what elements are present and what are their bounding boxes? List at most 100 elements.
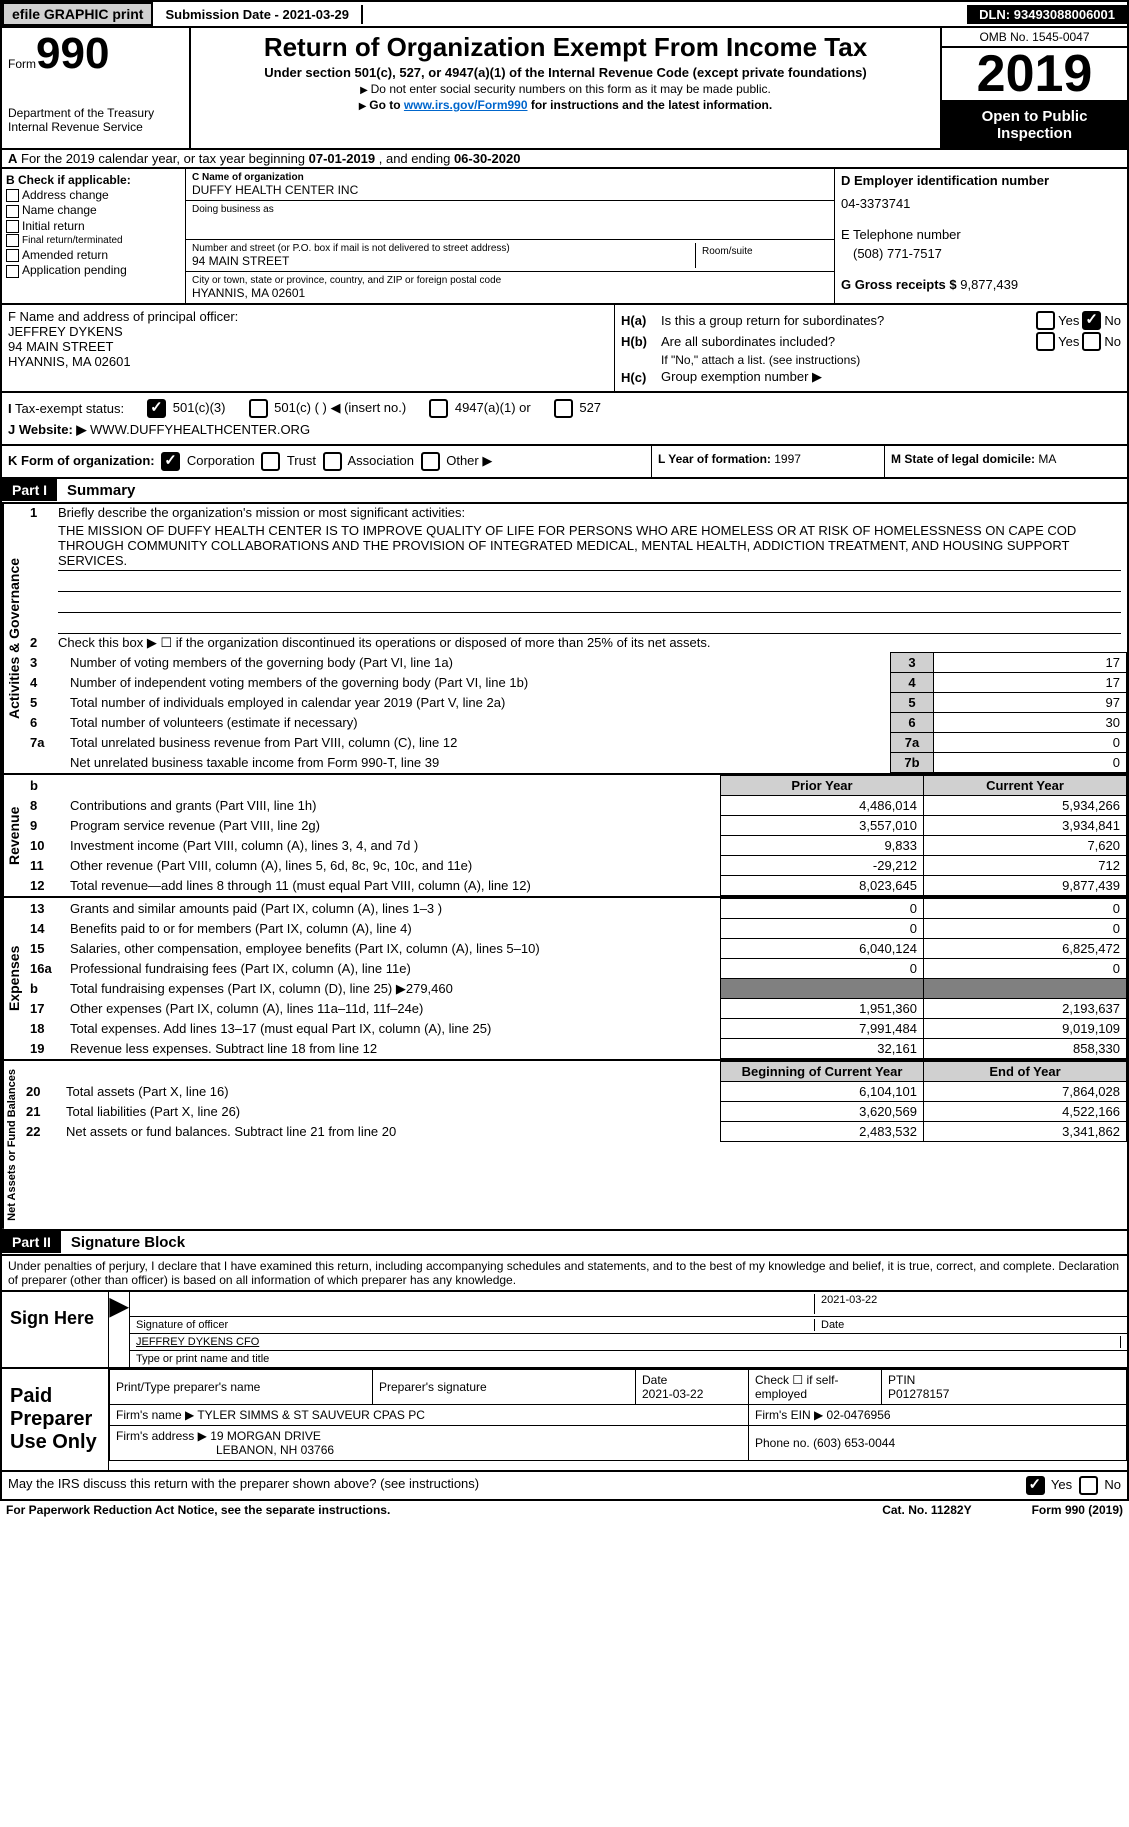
officer-name-title: JEFFREY DYKENS CFO	[136, 1336, 1121, 1348]
discuss-no[interactable]	[1079, 1476, 1098, 1495]
ha-no[interactable]	[1082, 311, 1101, 330]
k-row: K Form of organization: Corporation Trus…	[0, 446, 1129, 479]
ein-label: D Employer identification number	[841, 173, 1049, 188]
dept-treasury: Department of the Treasury	[8, 106, 183, 120]
perjury-text: Under penalties of perjury, I declare th…	[0, 1256, 1129, 1292]
city-state-zip: HYANNIS, MA 02601	[192, 286, 828, 300]
part2-header: Part IISignature Block	[0, 1231, 1129, 1256]
officer-label: F Name and address of principal officer:	[8, 309, 608, 324]
hb-note: If "No," attach a list. (see instruction…	[621, 353, 1121, 367]
chk-initial-return[interactable]: Initial return	[22, 219, 85, 233]
paperwork-notice: For Paperwork Reduction Act Notice, see …	[6, 1503, 390, 1517]
prep-name-label: Print/Type preparer's name	[110, 1369, 373, 1404]
chk-amended[interactable]: Amended return	[22, 248, 108, 262]
ha-label: H(a)	[621, 313, 661, 328]
firm-addr: 19 MORGAN DRIVE	[210, 1429, 321, 1443]
org-info-col: C Name of organizationDUFFY HEALTH CENTE…	[186, 169, 835, 303]
part2-title: Signature Block	[61, 1231, 195, 1254]
cat-no: Cat. No. 11282Y	[882, 1503, 971, 1517]
chk-501c3[interactable]	[147, 399, 166, 418]
efile-print-button[interactable]: efile GRAPHIC print	[2, 2, 153, 26]
tax-period-row: A For the 2019 calendar year, or tax yea…	[0, 150, 1129, 169]
addr-label: Number and street (or P.O. box if mail i…	[192, 243, 695, 254]
ein-col: D Employer identification number04-33737…	[835, 169, 1127, 303]
part2-label: Part II	[2, 1231, 61, 1253]
form-subtitle: Under section 501(c), 527, or 4947(a)(1)…	[199, 65, 932, 80]
sig-date: 2021-03-22	[815, 1294, 1121, 1314]
sig-officer-label: Signature of officer	[136, 1319, 815, 1331]
ha-yes[interactable]	[1036, 311, 1055, 330]
name-title-label: Type or print name and title	[136, 1353, 269, 1365]
phone-label: E Telephone number	[841, 227, 961, 242]
governance-table: 3Number of voting members of the governi…	[24, 652, 1127, 773]
chk-name-change[interactable]: Name change	[22, 203, 97, 217]
gross-label: G Gross receipts $	[841, 277, 960, 292]
officer-row: F Name and address of principal officer:…	[0, 305, 1129, 393]
hb-no[interactable]	[1082, 332, 1101, 351]
i-label: I	[8, 401, 12, 416]
discuss-text: May the IRS discuss this return with the…	[8, 1476, 1023, 1495]
discuss-yes[interactable]	[1026, 1476, 1045, 1495]
website-url: WWW.DUFFYHEALTHCENTER.ORG	[90, 422, 310, 437]
chk-527[interactable]	[554, 399, 573, 418]
ptin: P01278157	[888, 1387, 949, 1401]
governance-vert-label: Activities & Governance	[2, 504, 24, 773]
submission-date: Submission Date - 2021-03-29	[153, 5, 363, 24]
hc-label: H(c)	[621, 370, 661, 385]
chk-other[interactable]	[421, 452, 440, 471]
chk-4947[interactable]	[429, 399, 448, 418]
self-employed: Check ☐ if self-employed	[749, 1369, 882, 1404]
chk-corp[interactable]	[161, 452, 180, 471]
j-label: J	[8, 422, 15, 437]
chk-final-return[interactable]: Final return/terminated	[22, 235, 123, 246]
open-inspection: Open to Public Inspection	[942, 102, 1127, 148]
preparer-section: Paid Preparer Use Only Print/Type prepar…	[0, 1369, 1129, 1472]
year-box: OMB No. 1545-0047 2019 Open to Public In…	[942, 28, 1127, 148]
state-domicile: MA	[1038, 452, 1056, 466]
chk-501c[interactable]	[249, 399, 268, 418]
header-bar: efile GRAPHIC print Submission Date - 20…	[0, 0, 1129, 26]
dba-label: Doing business as	[192, 204, 828, 215]
irs-label: Internal Revenue Service	[8, 120, 183, 134]
part1-header: Part ISummary	[0, 479, 1129, 504]
expenses-section: Expenses 13Grants and similar amounts pa…	[0, 898, 1129, 1061]
officer-name: JEFFREY DYKENS	[8, 324, 608, 339]
form-id-box: Form990 Department of the Treasury Inter…	[2, 28, 191, 148]
status-website-row: I Tax-exempt status: 501(c)(3) 501(c) ( …	[0, 393, 1129, 446]
line2-text: Check this box ▶ ☐ if the organization d…	[58, 635, 1121, 651]
org-name: DUFFY HEALTH CENTER INC	[192, 183, 828, 197]
sign-here-label: Sign Here	[2, 1292, 109, 1367]
h-section: H(a)Is this a group return for subordina…	[615, 305, 1127, 391]
year-formation: 1997	[774, 452, 801, 466]
revenue-vert-label: Revenue	[2, 775, 24, 896]
firm-phone: (603) 653-0044	[813, 1436, 895, 1450]
l-label: L Year of formation:	[658, 452, 774, 466]
discuss-row: May the IRS discuss this return with the…	[0, 1472, 1129, 1501]
line1-text: Briefly describe the organization's miss…	[58, 505, 465, 520]
officer-addr1: 94 MAIN STREET	[8, 339, 608, 354]
tax-year: 2019	[942, 48, 1127, 102]
chk-trust[interactable]	[261, 452, 280, 471]
revenue-section: Revenue bPrior YearCurrent Year8Contribu…	[0, 775, 1129, 898]
ssn-note: Do not enter social security numbers on …	[199, 82, 932, 96]
org-name-label: C Name of organization	[192, 172, 304, 183]
hb-yes[interactable]	[1036, 332, 1055, 351]
governance-section: Activities & Governance 1Briefly describ…	[0, 504, 1129, 775]
part1-title: Summary	[57, 479, 145, 502]
irs-link[interactable]: www.irs.gov/Form990	[404, 98, 528, 112]
hb-text: Are all subordinates included?	[661, 334, 1033, 349]
expenses-table: 13Grants and similar amounts paid (Part …	[24, 898, 1127, 1059]
chk-address-change[interactable]: Address change	[22, 188, 109, 202]
hb-label: H(b)	[621, 334, 661, 349]
chk-pending[interactable]: Application pending	[22, 263, 127, 277]
form-title: Return of Organization Exempt From Incom…	[199, 32, 932, 63]
net-table: Beginning of Current YearEnd of Year20To…	[20, 1061, 1127, 1142]
firm-name: TYLER SIMMS & ST SAUVEUR CPAS PC	[197, 1408, 425, 1422]
firm-ein: 02-0476956	[827, 1408, 891, 1422]
phone-value: (508) 771-7517	[853, 246, 1121, 261]
street-address: 94 MAIN STREET	[192, 254, 695, 268]
mission-text: THE MISSION OF DUFFY HEALTH CENTER IS TO…	[58, 521, 1121, 571]
chk-assoc[interactable]	[323, 452, 342, 471]
col-b-header: B Check if applicable:	[6, 173, 131, 187]
expenses-vert-label: Expenses	[2, 898, 24, 1059]
